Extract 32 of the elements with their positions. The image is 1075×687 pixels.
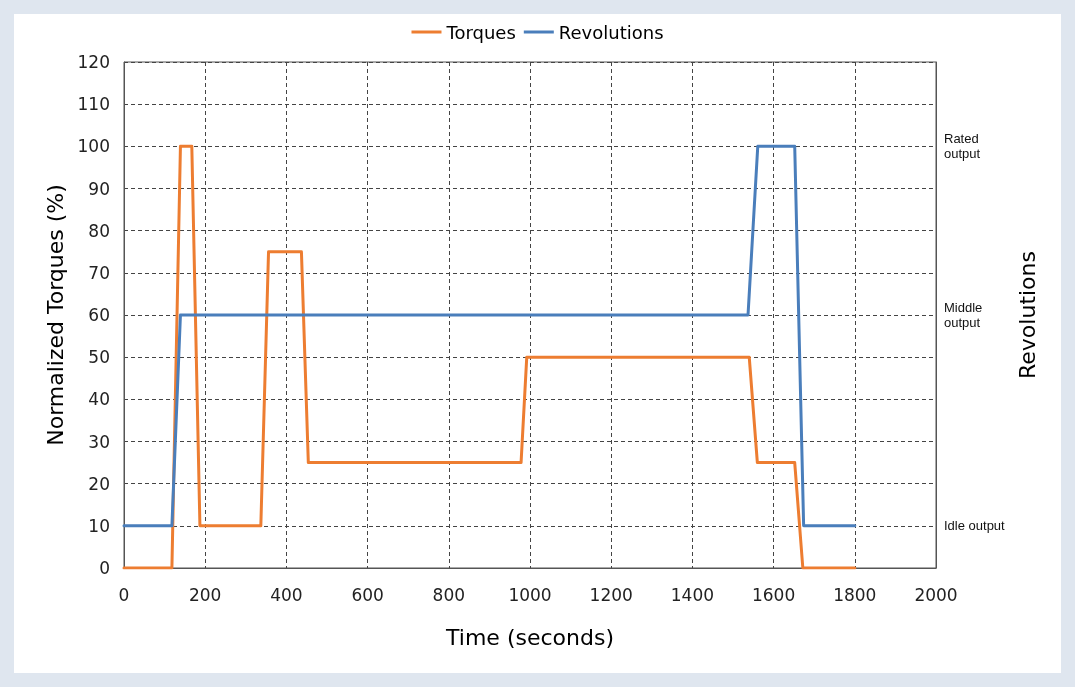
legend-label: Revolutions	[558, 21, 664, 43]
category-label: Rated output	[944, 131, 981, 162]
y-tick-label: 100	[77, 136, 110, 157]
x-tick-label: 400	[270, 584, 303, 605]
x-tick-label: 2000	[914, 584, 958, 605]
y-tick-label: 80	[88, 220, 110, 241]
x-tick-label: 1800	[833, 584, 877, 605]
y-tick-label: 110	[77, 94, 110, 115]
x-tick-label: 600	[351, 584, 384, 605]
category-label: Idle output	[944, 518, 1005, 534]
y-tick-label: 40	[88, 389, 110, 410]
y-tick-label: 50	[88, 347, 110, 368]
x-tick-label: 1200	[589, 584, 633, 605]
y-tick-label: 10	[88, 515, 110, 536]
legend-label: Torques	[445, 21, 516, 43]
y-tick-label: 70	[88, 262, 110, 283]
category-label: Middle output	[944, 300, 983, 330]
y-tick-label: 20	[88, 473, 110, 494]
x-tick-label: 800	[432, 584, 466, 605]
y-tick-label: 90	[88, 178, 110, 199]
x-tick-label: 1600	[751, 584, 796, 605]
y-axis-title: Normalized Torques (%)	[43, 184, 69, 446]
y-tick-label: 60	[88, 305, 110, 325]
y2-axis-title: Revolutions	[1015, 251, 1041, 379]
x-tick-label: 1400	[670, 584, 715, 605]
x-tick-label: 200	[188, 584, 222, 605]
y-tick-label: 30	[88, 431, 110, 452]
x-tick-label: 0	[118, 584, 130, 605]
y-tick-label: 0	[99, 558, 110, 578]
x-tick-label: 1000	[508, 584, 552, 605]
y-tick-label: 120	[77, 52, 110, 72]
x-axis-title: Time (seconds)	[445, 624, 614, 650]
